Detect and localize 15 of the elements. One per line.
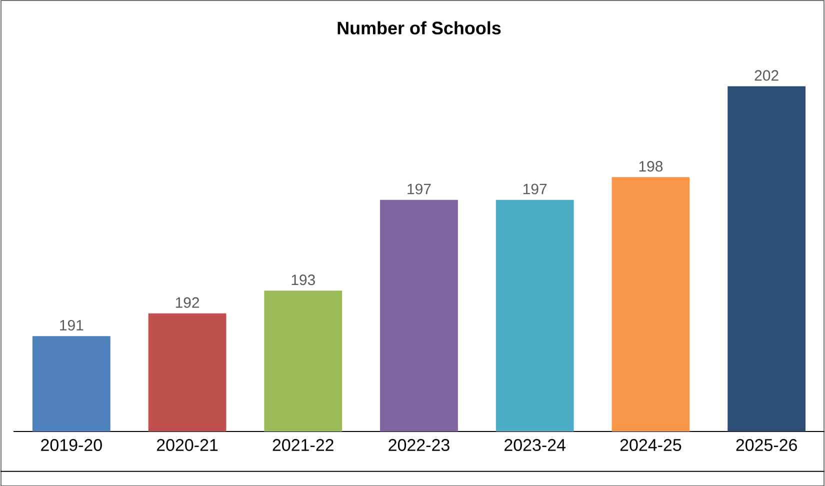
x-tick-label: 2019-20: [41, 438, 102, 451]
data-label: 202: [754, 70, 778, 81]
data-label: 192: [176, 297, 200, 308]
x-tick-label: 2025-26: [736, 438, 797, 451]
x-tick-label: 2020-21: [156, 438, 218, 451]
text: Number of Schools: [338, 21, 501, 34]
data-label: 197: [408, 183, 431, 194]
x-tick-label: 2021-22: [272, 438, 334, 451]
data-label: 191: [60, 320, 84, 330]
data-label: 197: [524, 183, 547, 194]
x-tick-label: 2022-23: [388, 438, 450, 451]
data-label: 198: [639, 160, 663, 172]
x-tick-label: 2024-25: [620, 438, 682, 451]
data-label: 193: [292, 274, 315, 285]
x-tick-label: 2023-24: [504, 438, 566, 451]
